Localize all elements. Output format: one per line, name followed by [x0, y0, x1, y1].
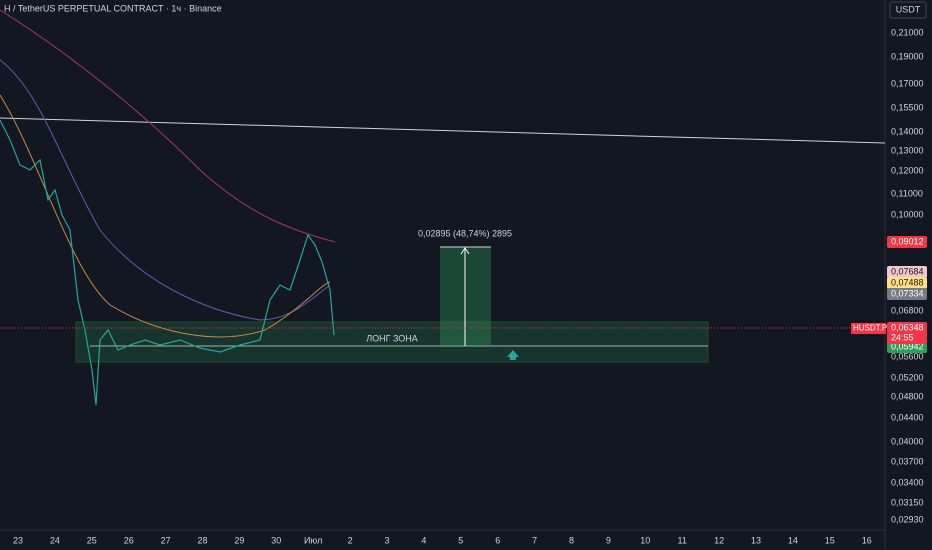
axes: 0,21000 0,19000 0,17000 0,15500 0,14000 0,130… — [13, 27, 927, 545]
price-tag-label: 0,05942 — [891, 341, 924, 351]
time-label: 2 — [348, 535, 353, 545]
price-label: 0,03400 — [891, 477, 924, 487]
time-label: 25 — [87, 535, 97, 545]
current-price: 0,06348 — [891, 322, 924, 332]
price-series — [0, 119, 335, 406]
time-label: 14 — [788, 535, 798, 545]
price-label: 0,19000 — [891, 51, 924, 61]
time-label: 24 — [50, 535, 60, 545]
current-price-tag — [887, 322, 927, 344]
time-label: 5 — [458, 535, 463, 545]
time-label: 4 — [421, 535, 426, 545]
time-label: Июл — [304, 535, 322, 545]
ma-line — [0, 9, 336, 243]
price-label: 0,05600 — [891, 351, 924, 361]
time-label: 6 — [495, 535, 500, 545]
price-label: 0,04400 — [891, 412, 924, 422]
price-tag — [887, 236, 927, 248]
currency-label[interactable]: USDT — [896, 4, 921, 14]
long-zone — [75, 321, 709, 363]
time-label: 3 — [384, 535, 389, 545]
price-tag-label: 0,07488 — [891, 277, 924, 287]
time-label: 11 — [678, 535, 687, 545]
time-label: 16 — [862, 535, 872, 545]
price-label: 0,05200 — [891, 372, 924, 382]
price-label: 0,06800 — [891, 305, 924, 315]
price-label: 0,03700 — [891, 456, 924, 466]
long-arrow — [507, 350, 519, 360]
price-label: 0,13000 — [891, 145, 924, 155]
price-label: 0,10000 — [891, 209, 924, 219]
price-label: 0,15500 — [891, 102, 924, 112]
price-label: 0,03150 — [891, 497, 924, 507]
price-label: 0,04000 — [891, 436, 924, 446]
time-label: 7 — [532, 535, 537, 545]
trend-line — [0, 117, 886, 144]
chart-title: H / TetherUS PERPETUAL CONTRACT · 1ч · B… — [4, 3, 222, 13]
price-label: 0,04800 — [891, 391, 924, 401]
measure-label: 0,02895 (48,74%) 2895 — [418, 228, 512, 238]
currency-button[interactable] — [889, 1, 927, 19]
symbol-label: HUSDT.P — [853, 324, 887, 333]
price-tag — [887, 266, 927, 278]
time-label: 13 — [751, 535, 761, 545]
time-label: 15 — [825, 535, 835, 545]
price-tag-label: 0,07684 — [891, 266, 924, 276]
price-label: 0,12000 — [891, 165, 924, 175]
price-label: 0,11000 — [891, 188, 923, 198]
time-label: 30 — [271, 535, 281, 545]
time-label: 12 — [714, 535, 724, 545]
price-label: 0,14000 — [891, 126, 924, 136]
price-tag-label: 0,07334 — [891, 288, 924, 298]
time-label: 28 — [197, 535, 207, 545]
price-label: 0,21000 — [891, 27, 924, 37]
price-label: 0,17000 — [891, 78, 924, 88]
symbol-tag — [851, 323, 886, 334]
price-tag-label: 0,09012 — [891, 236, 924, 246]
price-tag — [887, 288, 927, 300]
time-label: 10 — [640, 535, 650, 545]
time-label: 26 — [124, 535, 134, 545]
countdown: 24:55 — [891, 332, 914, 342]
time-label: 23 — [13, 535, 23, 545]
ma-line — [0, 59, 331, 321]
time-label: 27 — [161, 535, 171, 545]
measure-arrow-head — [460, 247, 470, 255]
price-label: 0,02930 — [891, 514, 924, 524]
price-tag — [887, 277, 927, 289]
time-label: 29 — [234, 535, 244, 545]
time-label: 8 — [569, 535, 574, 545]
time-label: 9 — [606, 535, 611, 545]
zone-label: ЛОНГ ЗОНА — [366, 333, 418, 343]
